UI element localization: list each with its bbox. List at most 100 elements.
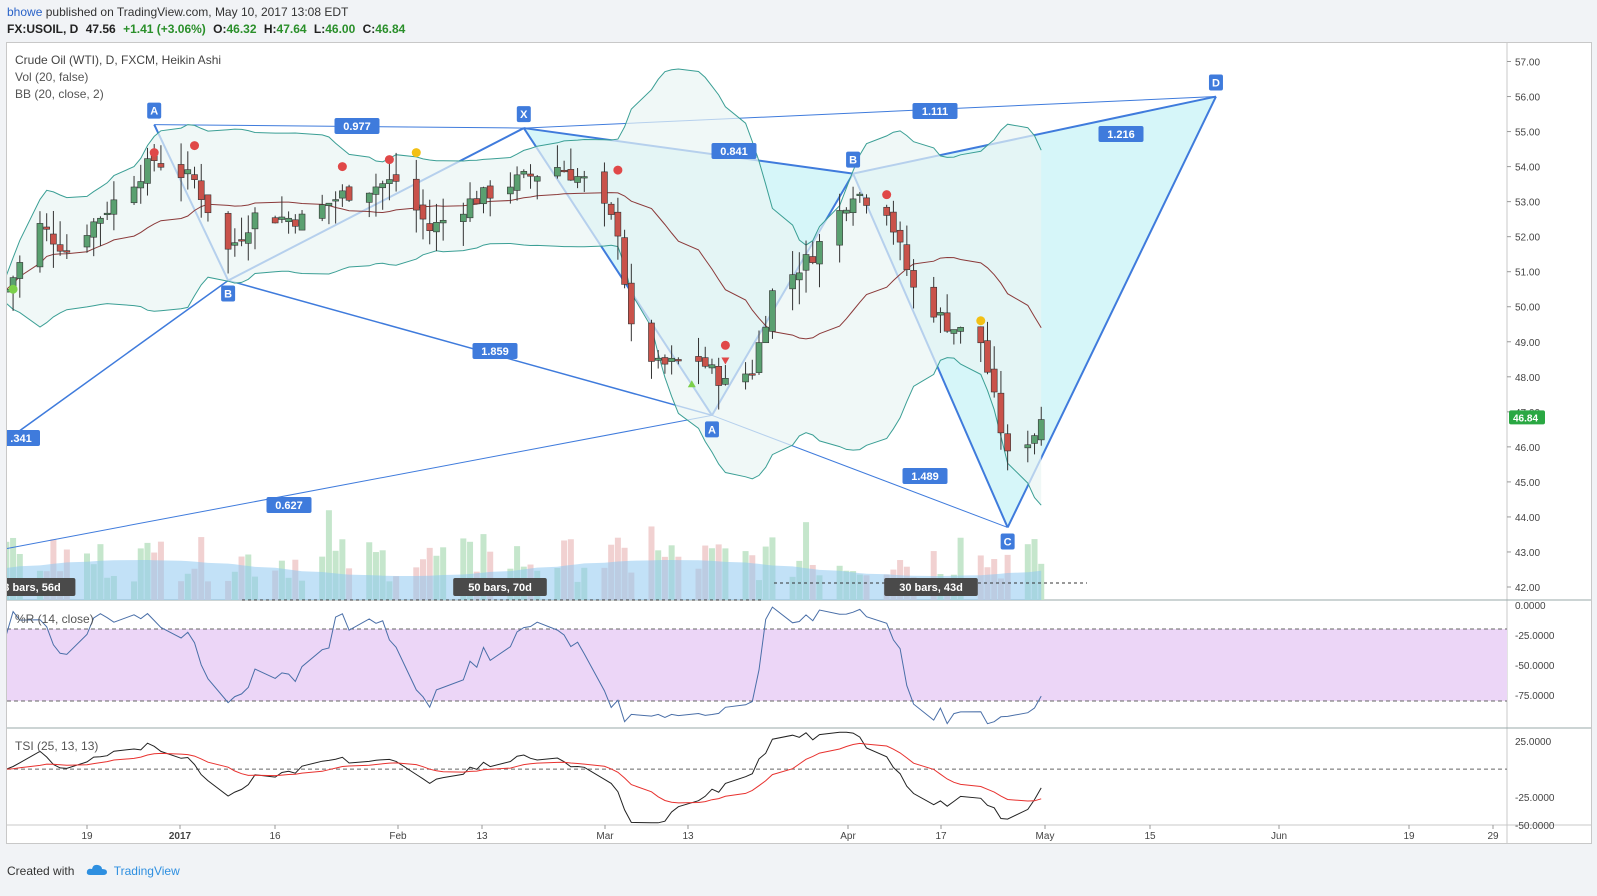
y-tick-label: 45.00: [1515, 478, 1540, 489]
volume-bar: [1024, 544, 1031, 600]
volume-bar: [379, 550, 386, 600]
signal-dot: [384, 155, 394, 165]
volume-bar: [366, 542, 373, 600]
ratio-label-text: 1.859: [481, 346, 509, 358]
candle-body: [990, 368, 998, 393]
x-tick-label: 19: [1403, 831, 1415, 842]
x-tick-label: 15: [1144, 831, 1156, 842]
candle-body: [722, 377, 729, 385]
down-arrow-icon: [721, 357, 730, 365]
x-tick-label: May: [1036, 831, 1055, 842]
candle-body: [533, 176, 541, 182]
candle-body: [285, 217, 292, 223]
candle-body: [849, 198, 857, 214]
high-value: 47.64: [276, 22, 307, 36]
candle-body: [567, 169, 575, 181]
quote-line: FX:USOIL, D 47.56 +1.41 (+3.06%) O:46.32…: [7, 22, 409, 36]
candle-body: [103, 212, 111, 216]
pattern-leg: [1006, 96, 1217, 528]
candle-body: [318, 204, 326, 219]
candle-body: [507, 186, 514, 195]
volume-bar: [957, 537, 964, 600]
candle-body: [298, 213, 306, 231]
x-tick-label: 17: [935, 831, 947, 842]
wr-tick-label: -50.0000: [1515, 661, 1555, 672]
signal-dot: [8, 284, 18, 294]
candle-body: [513, 174, 521, 191]
candle-body: [836, 210, 843, 246]
point-label-c: [1000, 533, 1015, 550]
candle-body: [816, 241, 823, 265]
candle-body: [412, 178, 420, 211]
candle-body: [130, 186, 138, 204]
x-tick-label: 2017: [169, 831, 192, 842]
close-label: C:: [362, 22, 376, 36]
open-label: O:: [213, 22, 227, 36]
signal-dot: [411, 148, 421, 158]
chart-container[interactable]: A B X A B C D 0.977 1.111 0.841 1.216 1.859 1.489 0.6…: [0, 42, 1592, 844]
author-link[interactable]: bhowe: [7, 5, 43, 19]
y-tick-label: 56.00: [1515, 93, 1540, 104]
publish-info: published on TradingView.com, May 10, 20…: [45, 5, 349, 19]
tradingview-link[interactable]: TradingView: [113, 864, 180, 878]
ratio-label-text: 1.111: [922, 106, 948, 118]
candle-body: [16, 262, 24, 279]
y-tick-label: 46.00: [1515, 443, 1540, 454]
candle-body: [433, 222, 440, 233]
candle-body: [903, 244, 911, 270]
y-tick-label: 44.00: [1515, 513, 1540, 524]
bar-count-label: [453, 578, 547, 596]
volume-bar: [339, 539, 346, 600]
tradingview-cloud-icon[interactable]: [86, 864, 108, 879]
volume-bar: [3, 541, 10, 600]
candle-body: [110, 199, 118, 215]
point-label-a2-text: A: [708, 424, 716, 436]
point-label-x-text: X: [520, 109, 528, 121]
candle-body: [339, 190, 346, 199]
close-value: 46.84: [375, 22, 406, 36]
candle-body: [943, 312, 951, 332]
bar-count-label-text: 50 bars, 70d: [468, 582, 532, 594]
candle-body: [204, 194, 212, 214]
publish-line: bhowe published on TradingView.com, May …: [7, 5, 348, 19]
candle-body: [843, 209, 850, 214]
candle-body: [486, 185, 494, 199]
signal-dot: [337, 162, 347, 172]
candle-body: [762, 326, 770, 344]
low-value: 46.00: [325, 22, 356, 36]
candle-body: [607, 203, 615, 215]
tsi-tick-label: 25.0000: [1515, 737, 1552, 748]
candle-body: [386, 179, 393, 184]
candle-body: [90, 221, 98, 238]
candle-body: [238, 239, 245, 242]
candle-body: [63, 250, 71, 253]
candle-body: [345, 186, 353, 201]
candle-body: [244, 232, 252, 244]
candle-body: [748, 373, 756, 376]
high-label: H:: [263, 22, 277, 36]
last-price-label: 46.84: [1513, 413, 1538, 424]
candle-body: [184, 169, 192, 175]
pattern-leg: [6, 279, 229, 441]
chart-svg[interactable]: A B X A B C D 0.977 1.111 0.841 1.216 1.859 1.489 0.6…: [0, 43, 1591, 843]
candle-body: [628, 282, 635, 325]
candle-body: [332, 199, 339, 202]
candle-body: [957, 327, 964, 332]
candle-body: [292, 219, 299, 227]
point-label-d-text: D: [1212, 78, 1220, 90]
last-price: 47.56: [85, 22, 116, 36]
candle-body: [668, 357, 675, 362]
point-label-x: [516, 106, 531, 123]
header-bar: bhowe published on TradingView.com, May …: [0, 0, 1597, 40]
bb-lower-line: [6, 242, 1042, 506]
point-label-b2: [846, 151, 861, 168]
candle-body: [950, 329, 958, 334]
bar-count-label-text: 30 bars, 43d: [899, 582, 963, 594]
candle-body: [157, 163, 165, 168]
ratio-label: [334, 118, 380, 134]
candle-body: [890, 211, 897, 233]
candle-body: [83, 235, 91, 248]
candle-body: [1031, 435, 1038, 444]
candle-body: [715, 366, 722, 386]
candle-body: [910, 270, 917, 288]
